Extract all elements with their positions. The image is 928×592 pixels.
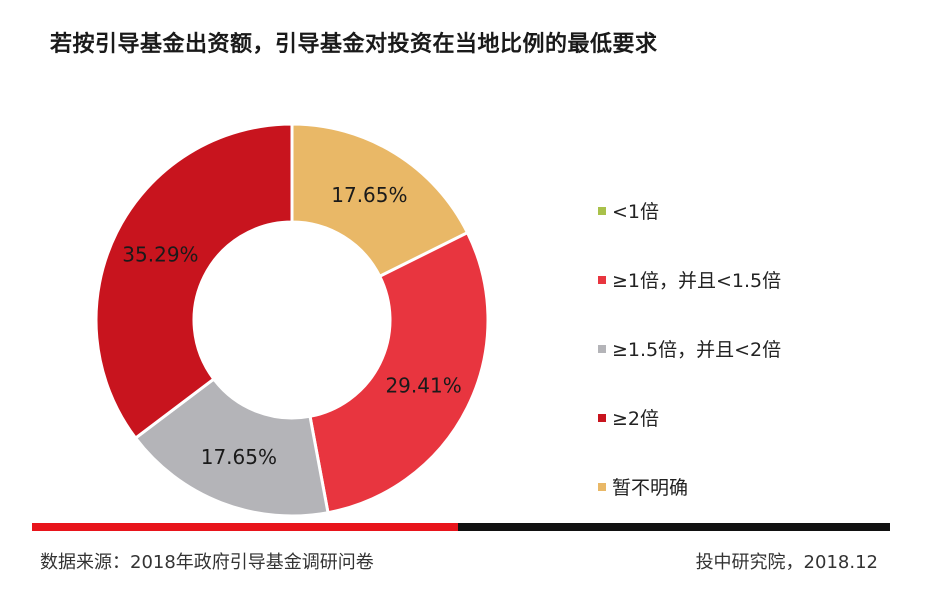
legend-label: <1倍: [612, 201, 660, 223]
data-source: 数据来源：2018年政府引导基金调研问卷: [40, 552, 374, 573]
donut-slice: [308, 230, 490, 515]
legend-swatch: [598, 344, 606, 353]
legend-swatch: [598, 413, 606, 422]
legend-swatch: [598, 206, 606, 215]
donut-slice: [94, 122, 294, 441]
legend-label: ≥2倍: [612, 408, 660, 430]
divider-black: [458, 523, 890, 531]
slice-label: 17.65%: [331, 183, 407, 207]
legend-item: ≥1.5倍，并且<2倍: [598, 314, 781, 383]
slice-label: 35.29%: [122, 242, 198, 266]
legend-label: 暂不明确: [612, 477, 689, 499]
legend-item: <1倍: [598, 176, 781, 245]
donut-slice: [290, 122, 470, 279]
legend-item: ≥1倍，并且<1.5倍: [598, 245, 781, 314]
legend-label: ≥1倍，并且<1.5倍: [612, 270, 782, 292]
legend-swatch: [598, 482, 606, 491]
legend-swatch: [598, 275, 606, 284]
legend-item: 暂不明确: [598, 452, 781, 521]
slice-label: 29.41%: [385, 374, 461, 398]
donut-slice: [133, 376, 330, 518]
legend-label: ≥1.5倍，并且<2倍: [612, 339, 782, 361]
divider-red: [32, 523, 458, 531]
divider-bar: [32, 523, 890, 531]
chart-title: 若按引导基金出资额，引导基金对投资在当地比例的最低要求: [50, 32, 658, 57]
legend: <1倍 ≥1倍，并且<1.5倍 ≥1.5倍，并且<2倍 ≥2倍 暂不明确: [598, 176, 781, 521]
legend-item: ≥2倍: [598, 383, 781, 452]
credit: 投中研究院，2018.12: [695, 552, 878, 573]
slice-label: 17.65%: [201, 445, 277, 469]
